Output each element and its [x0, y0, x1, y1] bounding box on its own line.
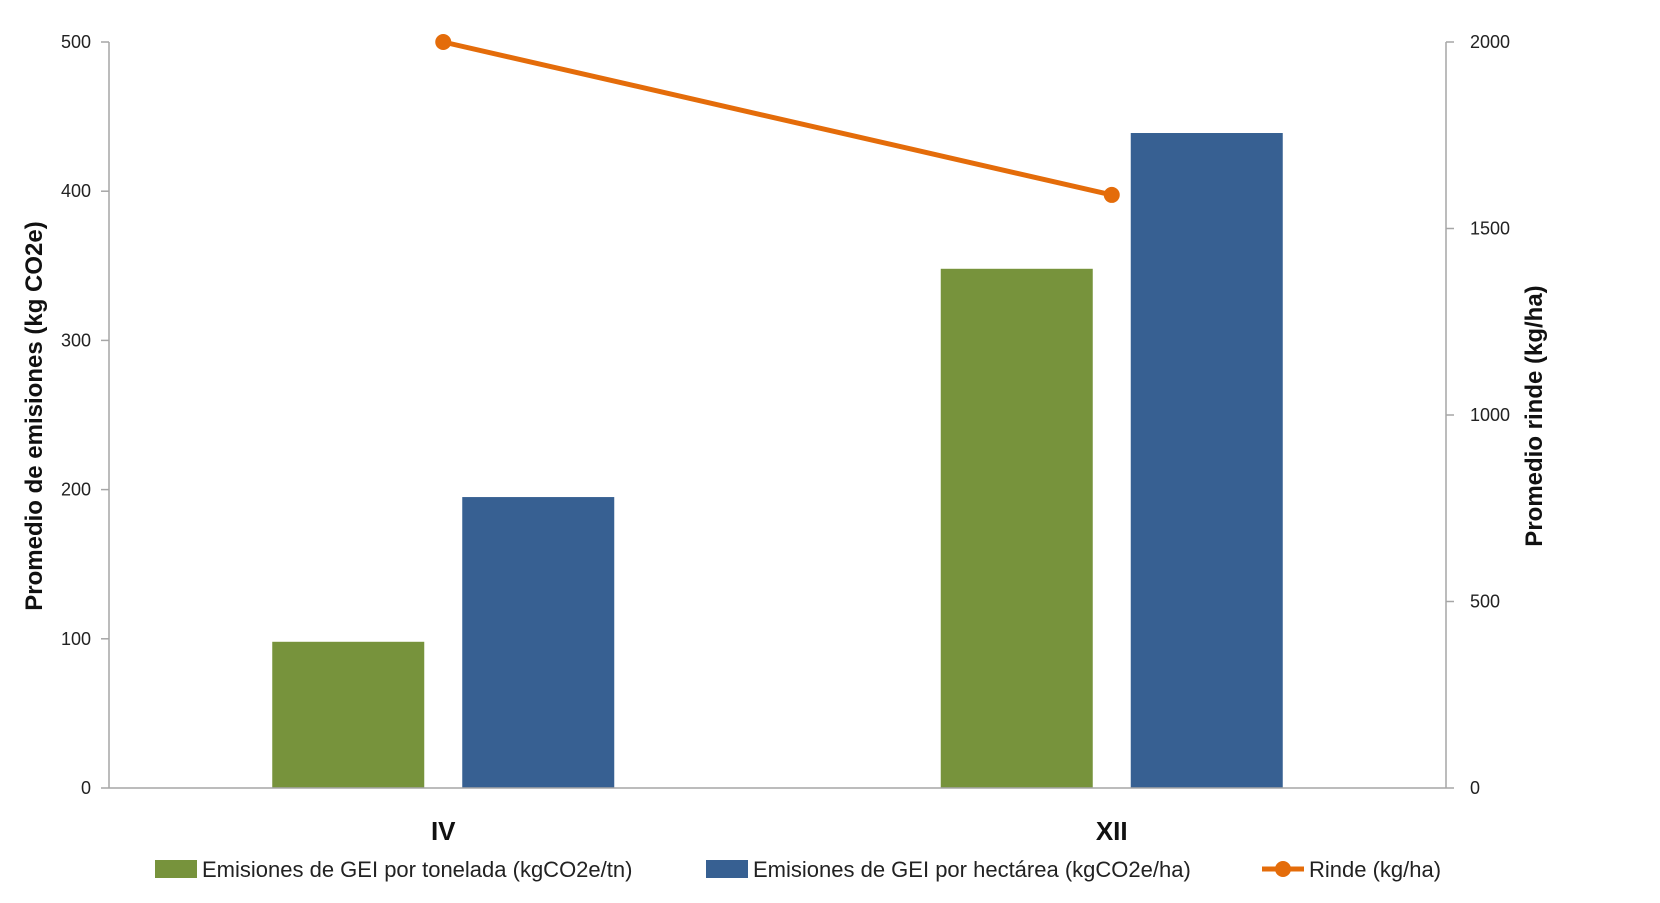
left-tick-label: 500 — [61, 32, 91, 52]
right-tick-label: 0 — [1470, 778, 1480, 798]
rinde-point-iv — [435, 34, 452, 50]
bar-tonelada-iv — [272, 641, 425, 788]
right-tick-label: 2000 — [1470, 32, 1510, 52]
right-tick-label: 1500 — [1470, 219, 1510, 239]
rinde-point-xii — [1103, 186, 1120, 203]
bar-tonelada-xii — [940, 268, 1093, 788]
rinde-line — [442, 39, 1113, 198]
left-tick-label: 100 — [61, 629, 91, 649]
legend-swatch — [155, 860, 197, 878]
left-y-axis: 0 100 200 300 400 500 — [61, 32, 110, 798]
legend-swatch — [706, 860, 748, 878]
bars-layer — [272, 133, 1283, 789]
right-tick-label: 1000 — [1470, 405, 1510, 425]
left-tick-label: 200 — [61, 480, 91, 500]
bar-hectarea-xii — [1130, 133, 1283, 789]
left-y-axis-title: Promedio de emisiones (kg CO2e) — [21, 221, 48, 610]
x-category-label: IV — [431, 816, 456, 846]
bar-hectarea-iv — [462, 497, 615, 788]
right-y-axis-title: Promedio rinde (kg/ha) — [1521, 285, 1548, 546]
x-axis: IV XII — [109, 787, 1446, 846]
left-tick-label: 0 — [81, 778, 91, 798]
left-tick-label: 300 — [61, 330, 91, 350]
left-tick-label: 400 — [61, 181, 91, 201]
x-category-label: XII — [1096, 816, 1128, 846]
line-layer — [435, 34, 1120, 203]
right-y-axis: 0 500 1000 1500 2000 — [1445, 32, 1510, 798]
legend-label: Emisiones de GEI por hectárea (kgCO2e/ha… — [753, 857, 1191, 882]
legend: Emisiones de GEI por tonelada (kgCO2e/tn… — [155, 857, 1441, 882]
right-tick-label: 500 — [1470, 592, 1500, 612]
legend-marker — [1275, 861, 1291, 877]
legend-label: Emisiones de GEI por tonelada (kgCO2e/tn… — [202, 857, 632, 882]
legend-label: Rinde (kg/ha) — [1309, 857, 1441, 882]
